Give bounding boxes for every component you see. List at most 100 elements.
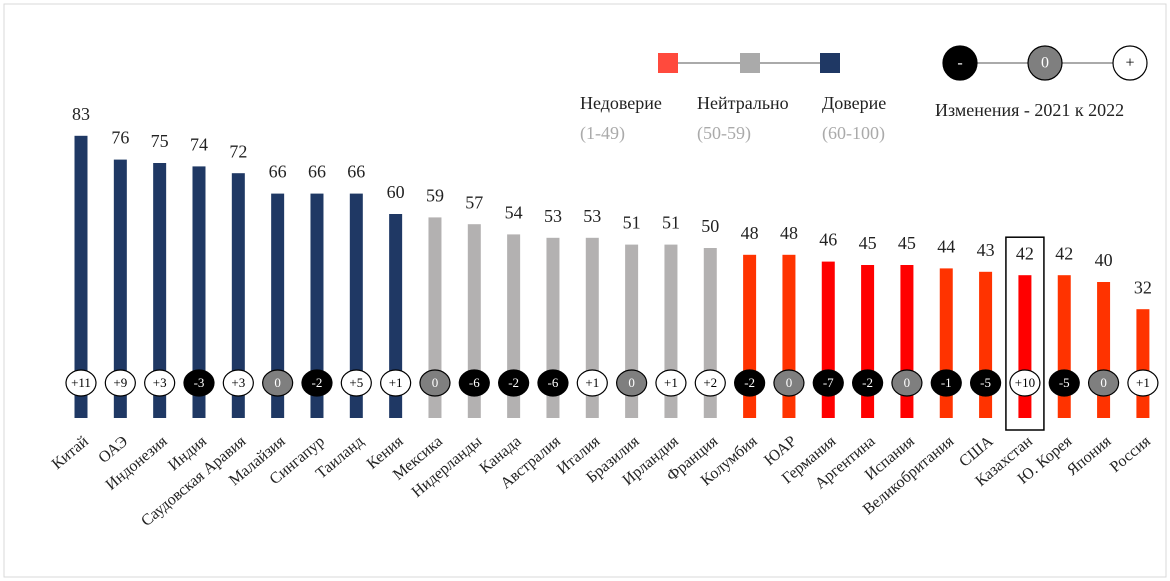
- change-label: 0: [432, 375, 439, 390]
- change-label: -1: [941, 375, 952, 390]
- change-label: -2: [862, 375, 873, 390]
- bar: [389, 214, 403, 418]
- change-circle: [734, 369, 766, 397]
- highlight-box: [1005, 236, 1045, 431]
- value-label: 45: [898, 233, 916, 253]
- bar: [74, 135, 88, 419]
- value-label: 53: [583, 206, 601, 226]
- change-label: 0: [904, 375, 911, 390]
- value-label: 54: [505, 203, 523, 223]
- value-label: 43: [977, 240, 995, 260]
- bar: [428, 217, 442, 418]
- change-circle: [655, 369, 687, 397]
- legend-circle: [1112, 45, 1148, 81]
- value-label: 74: [190, 135, 208, 155]
- bar: [113, 159, 127, 418]
- value-label: 66: [347, 162, 365, 182]
- change-circle: [65, 369, 97, 397]
- bar: [153, 163, 167, 418]
- value-label: 40: [1095, 250, 1113, 270]
- change-circle: [891, 369, 923, 397]
- value-label: 66: [269, 162, 287, 182]
- change-circle: [498, 369, 530, 397]
- legend-circle: [942, 45, 978, 81]
- legend-range: (1-49): [580, 123, 625, 144]
- change-circle: [812, 369, 844, 397]
- value-label: 51: [662, 213, 680, 233]
- value-label: 66: [308, 162, 326, 182]
- change-label: -2: [508, 375, 519, 390]
- change-label: -5: [1059, 375, 1070, 390]
- change-label: -3: [194, 375, 205, 390]
- value-label: 53: [544, 206, 562, 226]
- value-label: 51: [623, 213, 641, 233]
- value-label: 42: [1055, 243, 1073, 263]
- change-circle: [183, 369, 215, 397]
- change-label: -5: [980, 375, 991, 390]
- change-circle: [301, 369, 333, 397]
- change-circle: [262, 369, 294, 397]
- legend-symbol: +: [1125, 55, 1134, 72]
- legend-range: (50-59): [697, 123, 751, 144]
- change-circle: [340, 369, 372, 397]
- value-label: 72: [229, 141, 247, 161]
- bar: [271, 193, 285, 418]
- change-label: 0: [1100, 375, 1107, 390]
- value-label: 60: [387, 182, 405, 202]
- change-label: -2: [744, 375, 755, 390]
- change-label: +5: [349, 375, 363, 390]
- change-label: -2: [312, 375, 323, 390]
- change-circle: [222, 369, 254, 397]
- change-label: +1: [585, 375, 599, 390]
- change-circle: [616, 369, 648, 397]
- change-legend-title: Изменения - 2021 к 2022: [935, 100, 1124, 120]
- change-label: -7: [823, 375, 834, 390]
- value-label: 76: [111, 128, 129, 148]
- value-label: 45: [859, 233, 877, 253]
- value-label: 50: [701, 216, 719, 236]
- change-label: 0: [786, 375, 793, 390]
- change-circle: [380, 369, 412, 397]
- value-label: 83: [72, 104, 90, 124]
- value-label: 59: [426, 186, 444, 206]
- change-circle: [1048, 369, 1080, 397]
- change-label: -6: [469, 375, 480, 390]
- change-circle: [930, 369, 962, 397]
- change-circle: [419, 369, 451, 397]
- change-circle: [576, 369, 608, 397]
- change-circle: [1009, 369, 1041, 397]
- change-circle: [969, 369, 1002, 397]
- change-circle: [537, 369, 569, 397]
- value-label: 57: [465, 192, 483, 212]
- legend-symbol: 0: [1041, 55, 1049, 72]
- legend-symbol: -: [957, 55, 962, 72]
- value-label: 75: [151, 131, 169, 151]
- change-label: 0: [628, 375, 635, 390]
- change-circle: [1127, 369, 1159, 397]
- change-circle: [694, 369, 726, 397]
- value-label: 48: [741, 223, 759, 243]
- change-label: 0: [274, 375, 281, 390]
- legend-swatch: [658, 53, 678, 73]
- change-circle: [458, 369, 490, 397]
- change-label: +9: [113, 375, 127, 390]
- bar: [1136, 309, 1150, 418]
- bar: [1097, 282, 1111, 418]
- legend-label: Нейтрально: [697, 93, 789, 113]
- change-label: +10: [1015, 375, 1035, 390]
- legend-range: (60-100): [822, 123, 885, 144]
- change-label: -6: [548, 375, 559, 390]
- change-circle: [144, 369, 176, 397]
- change-circle: [104, 369, 136, 397]
- value-label: 46: [819, 230, 837, 250]
- change-label: +1: [1136, 375, 1150, 390]
- change-label: +3: [231, 375, 245, 390]
- legend-label: Доверие: [822, 93, 886, 113]
- change-circle: [773, 369, 805, 397]
- legend-swatch: [820, 53, 840, 73]
- change-label: +3: [153, 375, 167, 390]
- value-label: 42: [1016, 243, 1034, 263]
- bar: [192, 166, 206, 418]
- bar: [467, 224, 481, 418]
- bar: [231, 173, 245, 418]
